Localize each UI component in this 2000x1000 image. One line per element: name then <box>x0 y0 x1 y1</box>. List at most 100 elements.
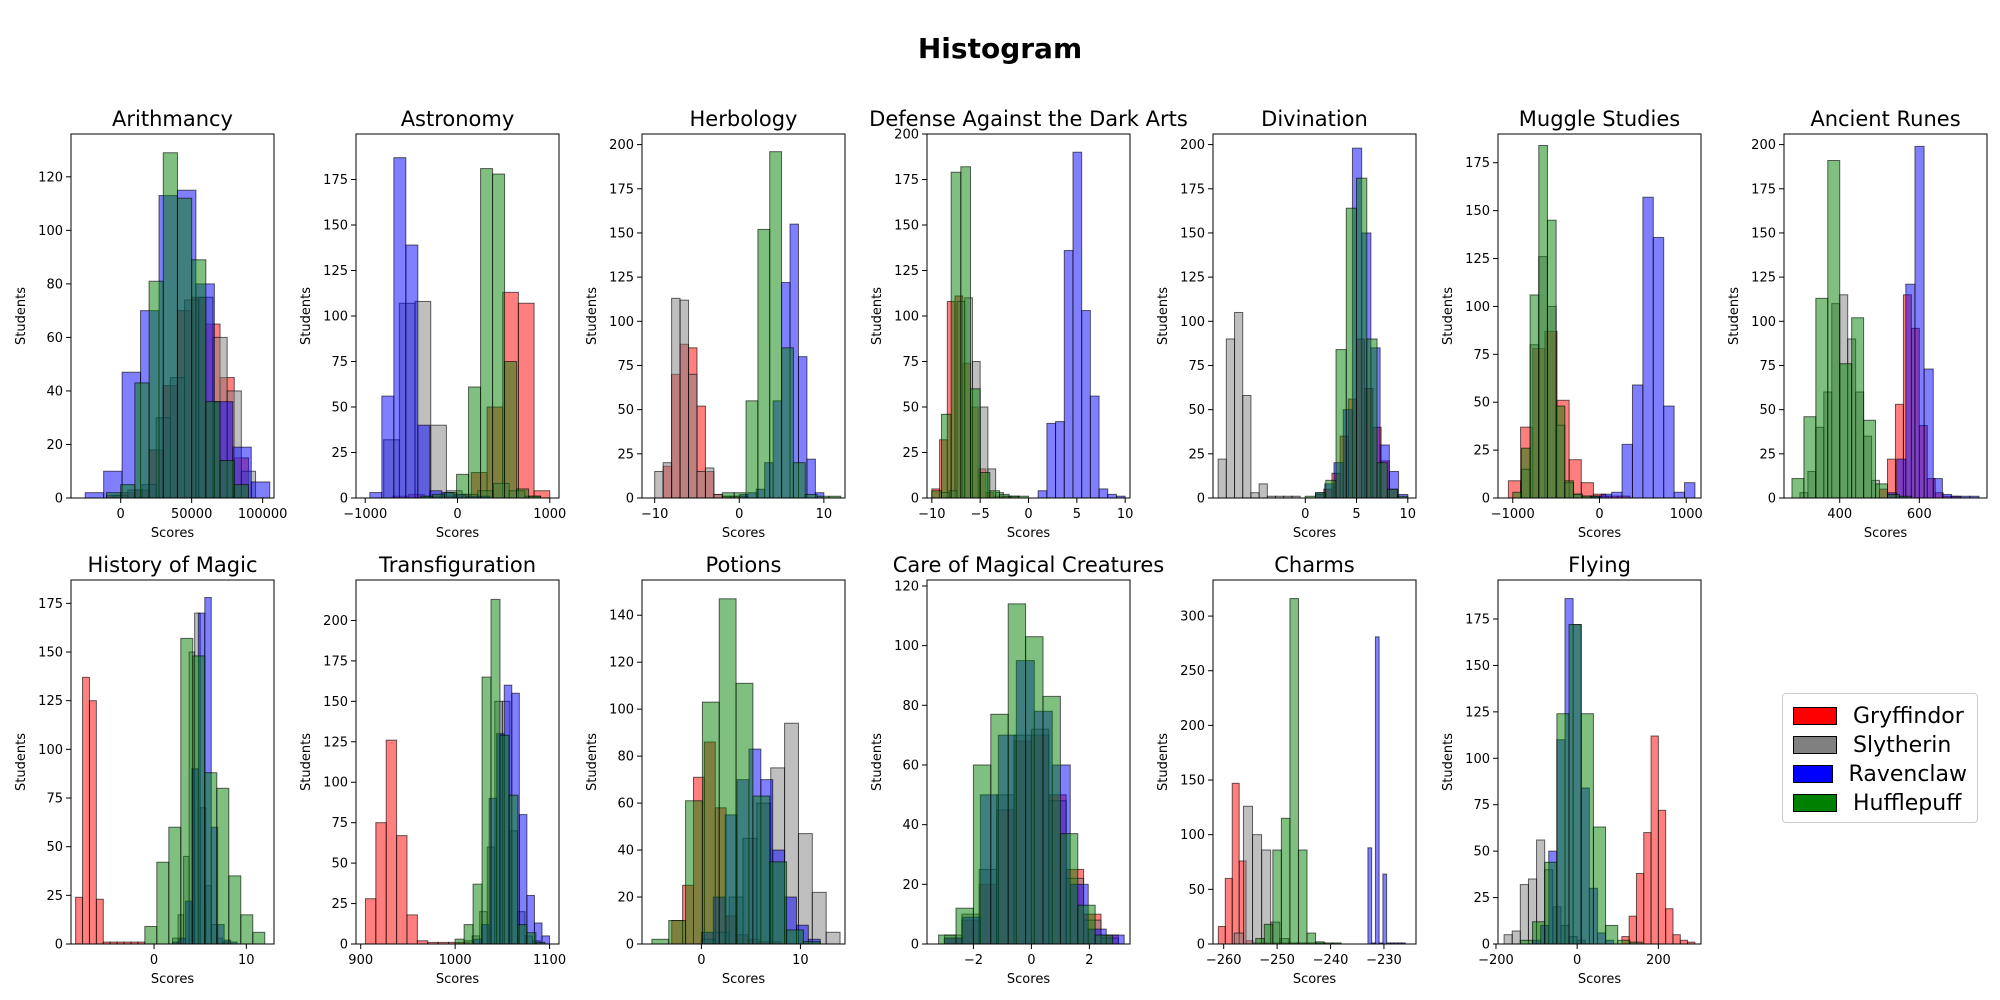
y-tick-label: 175 <box>1751 182 1776 197</box>
y-tick-label: 125 <box>323 735 348 750</box>
subplot-title: Divination <box>1261 107 1368 131</box>
axes-frame <box>1783 133 1988 499</box>
bar-slytherin <box>671 297 681 499</box>
y-tick-label: 20 <box>46 438 63 453</box>
y-axis-label: Students <box>1156 287 1171 345</box>
bar-hufflepuff <box>468 386 482 499</box>
y-tick-label: 80 <box>617 750 634 765</box>
bar-hufflepuff <box>970 388 981 499</box>
bar-ravenclaw <box>1932 478 1943 499</box>
y-tick-label: 100 <box>323 776 348 791</box>
bar-hufflepuff <box>517 924 528 945</box>
bar-hufflepuff <box>444 492 458 499</box>
x-axis-label: Scores <box>151 972 194 987</box>
bar-ravenclaw <box>1081 310 1091 499</box>
y-tick-label: 175 <box>1465 613 1490 628</box>
bar-hufflepuff <box>1617 939 1631 945</box>
x-tick-label: 0 <box>117 507 125 522</box>
y-tick-label: 125 <box>1180 271 1205 286</box>
y-axis-label: Students <box>1156 733 1171 791</box>
bar-ravenclaw <box>1107 493 1117 499</box>
bar-slytherin <box>713 493 723 499</box>
y-tick-label: 150 <box>1180 226 1205 241</box>
bar-hufflepuff <box>516 488 530 499</box>
y-tick-label: 50 <box>617 403 634 418</box>
bar-gryffindor <box>82 676 90 945</box>
bar-gryffindor <box>1635 872 1645 945</box>
bar-slytherin <box>1511 930 1521 945</box>
x-tick-label: 10 <box>792 953 809 968</box>
bar-ravenclaw <box>1089 395 1100 499</box>
y-tick-label: 0 <box>626 938 634 953</box>
bar-hufflepuff <box>769 151 783 499</box>
y-tick-label: 175 <box>894 173 919 188</box>
y-tick-label: 125 <box>609 271 634 286</box>
bar-hufflepuff <box>499 734 510 945</box>
bar-hufflepuff <box>1815 297 1829 499</box>
subplot-divination: 0 5 100255075100125150175200DivinationScor… <box>1156 107 1417 541</box>
bar-hufflepuff <box>950 171 962 499</box>
bar-slytherin <box>811 891 827 945</box>
bar-ravenclaw <box>84 492 105 499</box>
bar-hufflepuff <box>1803 416 1817 499</box>
subplot-herbology: −10 0 100255075100125150175200HerbologySco… <box>585 107 846 541</box>
bar-hufflepuff <box>168 826 182 945</box>
x-tick-label: −200 <box>1478 953 1514 968</box>
bar-hufflepuff <box>1572 493 1583 499</box>
bar-slytherin <box>1258 483 1268 499</box>
bar-slytherin <box>1242 395 1252 499</box>
bar-hufflepuff <box>219 460 235 499</box>
legend-swatch-slytherin <box>1793 736 1837 754</box>
y-tick-label: 50 <box>902 401 919 416</box>
subplot-title: Defense Against the Dark Arts <box>869 107 1188 131</box>
subplot-title: Potions <box>706 553 782 577</box>
legend-label: Gryffindor <box>1853 703 1964 729</box>
bar-gryffindor <box>1657 809 1667 945</box>
bar-slytherin <box>654 471 664 499</box>
legend-item-gryffindor: Gryffindor <box>1793 702 1967 730</box>
y-tick-label: 150 <box>1751 226 1776 241</box>
x-tick-label: 600 <box>1907 507 1932 522</box>
bar-ravenclaw <box>1037 490 1048 499</box>
y-axis-label: Students <box>585 733 600 791</box>
bar-hufflepuff <box>1376 462 1388 499</box>
bar-hufflepuff <box>1272 849 1282 945</box>
axes-frame <box>926 579 1131 945</box>
bar-slytherin <box>704 467 715 499</box>
bar-hufflepuff <box>733 492 747 499</box>
y-tick-label: 75 <box>902 355 919 370</box>
subplot-astronomy: −1000 0 10000255075100125150175AstronomySc… <box>299 107 566 541</box>
y-tick-label: 50 <box>1188 883 1205 898</box>
bar-ravenclaw <box>1063 249 1074 499</box>
subplot-charms: −260 −250 −240 −230 0 50 100 150 200 250 300 Charms… <box>1156 553 1417 987</box>
y-tick-label: 0 <box>1197 938 1205 953</box>
y-tick-label: 20 <box>617 891 634 906</box>
bar-hufflepuff <box>931 490 943 499</box>
bar-slytherin <box>1503 934 1513 945</box>
bar-hufflepuff <box>1315 492 1327 499</box>
y-tick-label: 0 <box>1768 492 1776 507</box>
y-tick-label: 40 <box>46 384 63 399</box>
bar-hufflepuff <box>105 492 122 499</box>
subplot-title: Muggle Studies <box>1519 107 1680 131</box>
bar-hufflepuff <box>1520 447 1531 499</box>
y-tick-label: 0 <box>340 492 348 507</box>
bar-hufflepuff <box>1263 923 1274 945</box>
bar-gryffindor <box>1679 939 1689 945</box>
axes-frame <box>1497 579 1702 945</box>
x-tick-label: −260 <box>1206 953 1242 968</box>
bar-hufflepuff <box>492 173 506 499</box>
y-tick-label: 125 <box>1465 705 1490 720</box>
bar-hufflepuff <box>792 462 806 499</box>
bar-hufflepuff <box>156 861 170 945</box>
y-tick-label: 100 <box>1751 315 1776 330</box>
y-axis-label: Students <box>14 287 29 345</box>
bar-ravenclaw <box>1642 196 1654 499</box>
y-tick-label: 75 <box>331 355 348 370</box>
bar-gryffindor <box>406 914 418 945</box>
x-tick-label: 0 <box>150 953 158 968</box>
x-tick-label: −250 <box>1259 953 1295 968</box>
bar-hufflepuff <box>233 484 249 499</box>
bar-slytherin <box>1233 932 1244 945</box>
bar-gryffindor <box>1231 782 1240 945</box>
